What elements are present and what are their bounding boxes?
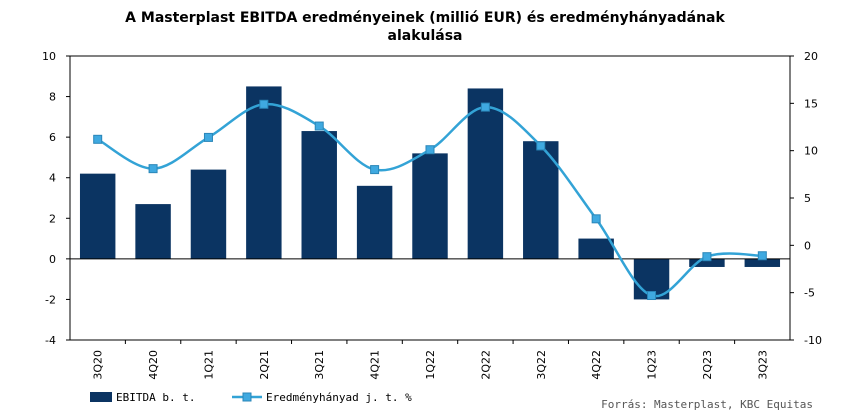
x-tick-label-4Q20: 4Q20 [147, 350, 160, 380]
bar-3Q21 [301, 131, 337, 259]
line-point-1Q21 [203, 132, 213, 142]
bar-2Q21 [246, 86, 282, 259]
bar-1Q21 [190, 169, 227, 259]
legend-label-ebitda: EBITDA b. t. [116, 391, 195, 404]
line-point-2Q23 [702, 252, 712, 262]
right-tick-label: 10 [804, 145, 818, 158]
left-tick-label: 4 [49, 172, 56, 185]
bar-4Q21 [356, 185, 393, 259]
bar-3Q23 [744, 258, 781, 267]
x-tick-label-3Q23: 3Q23 [756, 350, 769, 380]
legend-marker-swatch [242, 392, 252, 402]
left-tick-label: 8 [49, 91, 56, 104]
right-tick-label: 5 [804, 192, 811, 205]
line-point-3Q23 [757, 251, 767, 261]
chart-title-line-2: alakulása [387, 28, 463, 44]
right-tick-label: 15 [804, 97, 818, 110]
line-point-2Q22 [480, 102, 490, 112]
left-tick-label: -4 [45, 334, 56, 347]
line-point-1Q22 [425, 145, 435, 155]
bar-3Q20 [79, 173, 116, 259]
x-tick-label-2Q21: 2Q21 [258, 350, 271, 380]
bar-4Q20 [135, 204, 171, 259]
legend-label-eredmenyhanyad: Eredményhányad j. t. % [266, 391, 412, 404]
line-point-3Q21 [314, 121, 324, 131]
left-tick-label: 0 [49, 253, 56, 266]
bar-2Q22 [467, 88, 504, 259]
line-point-4Q22 [591, 214, 601, 224]
x-tick-label-1Q22: 1Q22 [424, 350, 437, 380]
x-tick-label-3Q22: 3Q22 [535, 350, 548, 380]
x-tick-label-1Q21: 1Q21 [202, 350, 215, 380]
line-point-3Q20 [93, 134, 103, 144]
line-point-3Q22 [536, 141, 546, 151]
x-tick-label-2Q23: 2Q23 [701, 350, 714, 380]
legend: EBITDA b. t. Eredményhányad j. t. % [90, 391, 412, 404]
x-tick-label-4Q22: 4Q22 [590, 350, 603, 380]
left-tick-label: 2 [49, 212, 56, 225]
line-point-4Q20 [148, 164, 158, 174]
left-tick-label: -2 [45, 293, 56, 306]
chart-title-line-1: A Masterplast EBITDA eredményeinek (mill… [125, 10, 725, 26]
right-tick-label: -5 [804, 287, 815, 300]
right-tick-label: -10 [804, 334, 822, 347]
x-tick-label-1Q23: 1Q23 [646, 350, 659, 380]
line-point-4Q21 [370, 165, 380, 175]
right-tick-label: 20 [804, 50, 818, 63]
x-tick-label-2Q22: 2Q22 [479, 350, 492, 380]
bar-1Q22 [412, 153, 448, 259]
legend-bar-swatch [90, 392, 112, 402]
x-tick-label-3Q21: 3Q21 [313, 350, 326, 380]
source-note: Forrás: Masterplast, KBC Equitas [601, 398, 813, 411]
bar-4Q22 [578, 238, 614, 259]
chart-title: A Masterplast EBITDA eredményeinek (mill… [0, 9, 850, 45]
line-point-2Q21 [259, 99, 269, 109]
right-tick-label: 0 [804, 239, 811, 252]
x-tick-label-4Q21: 4Q21 [369, 350, 382, 380]
line-point-1Q23 [647, 291, 657, 301]
bar-2Q23 [689, 258, 725, 267]
left-tick-label: 6 [49, 131, 56, 144]
left-tick-label: 10 [42, 50, 56, 63]
x-tick-label-3Q20: 3Q20 [92, 350, 105, 380]
